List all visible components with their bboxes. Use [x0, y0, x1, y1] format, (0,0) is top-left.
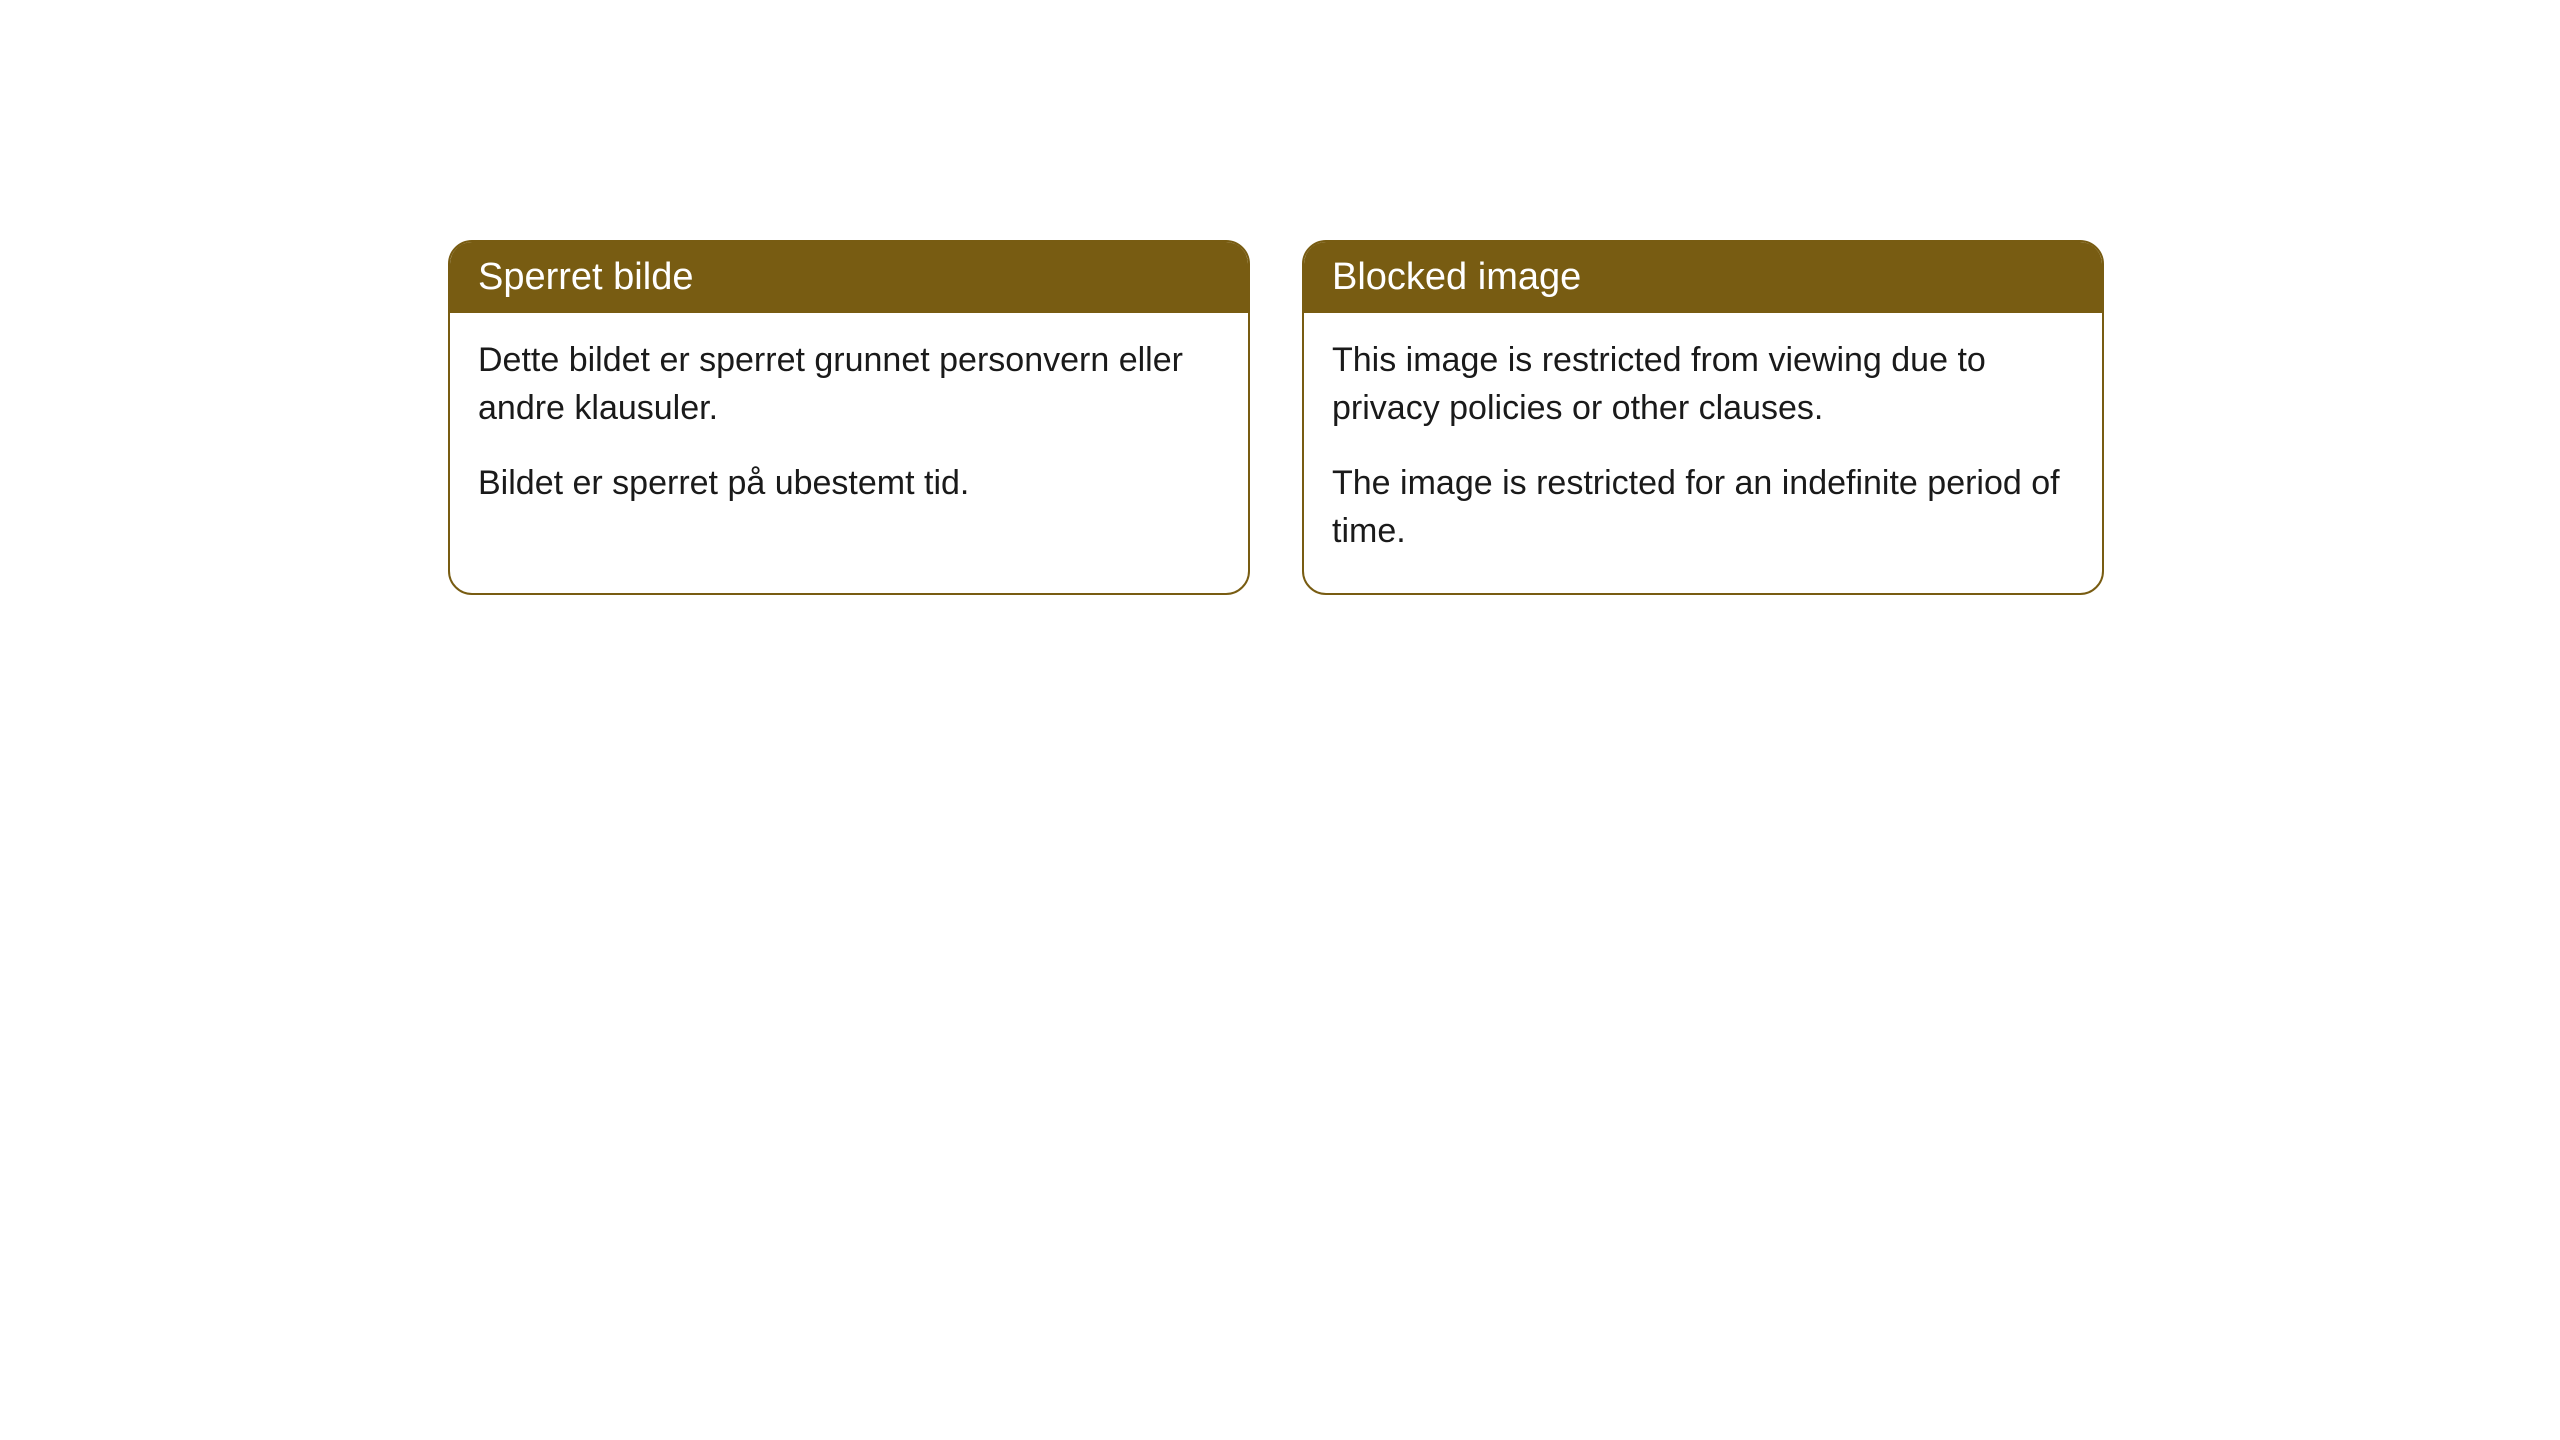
notice-cards-container: Sperret bilde Dette bildet er sperret gr…: [448, 240, 2104, 595]
card-paragraph-2: Bildet er sperret på ubestemt tid.: [478, 460, 1220, 508]
card-header-title: Sperret bilde: [478, 256, 693, 298]
card-header: Blocked image: [1304, 242, 2102, 313]
card-header-title: Blocked image: [1332, 256, 1581, 298]
card-body: This image is restricted from viewing du…: [1304, 313, 2102, 593]
blocked-image-card-english: Blocked image This image is restricted f…: [1302, 240, 2104, 595]
card-header: Sperret bilde: [450, 242, 1248, 313]
card-paragraph-1: Dette bildet er sperret grunnet personve…: [478, 337, 1220, 432]
card-body: Dette bildet er sperret grunnet personve…: [450, 313, 1248, 546]
card-paragraph-2: The image is restricted for an indefinit…: [1332, 460, 2074, 555]
blocked-image-card-norwegian: Sperret bilde Dette bildet er sperret gr…: [448, 240, 1250, 595]
card-paragraph-1: This image is restricted from viewing du…: [1332, 337, 2074, 432]
